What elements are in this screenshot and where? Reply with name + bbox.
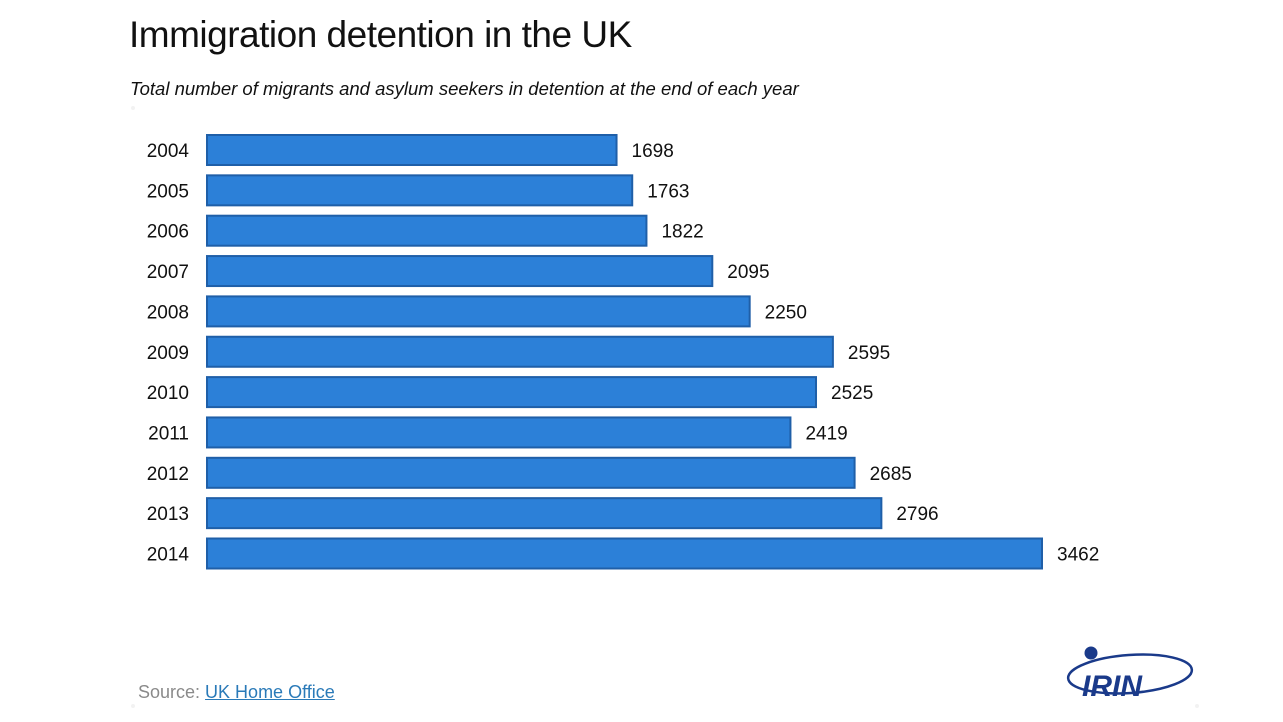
category-label: 2011 <box>148 423 189 444</box>
value-label: 2525 <box>831 383 873 404</box>
category-label: 2008 <box>147 302 189 323</box>
category-label: 2006 <box>147 222 189 243</box>
bar-chart: 2004 1698 2005 1763 2006 1822 2007 2095 2008 2250… <box>147 134 1099 570</box>
value-label: 2419 <box>805 423 847 444</box>
value-label: 2250 <box>765 302 807 323</box>
category-label: 2007 <box>147 262 189 283</box>
value-label: 3462 <box>1057 545 1099 566</box>
bar <box>206 214 648 247</box>
value-label: 2685 <box>870 464 912 485</box>
decorative-dot <box>1195 704 1199 708</box>
chart-subtitle: Total number of migrants and asylum seek… <box>130 78 799 99</box>
decorative-dot <box>131 704 135 708</box>
bar <box>206 416 792 449</box>
bar <box>206 134 618 166</box>
category-label: 2009 <box>147 343 189 364</box>
bar <box>206 295 751 328</box>
bar <box>206 335 834 368</box>
category-label: 2005 <box>147 181 189 202</box>
source-line: Source: UK Home Office <box>138 682 335 703</box>
source-link[interactable]: UK Home Office <box>205 682 335 702</box>
category-label: 2004 <box>147 141 190 162</box>
bar <box>206 497 883 530</box>
category-label: 2012 <box>147 464 189 485</box>
value-label: 2095 <box>727 262 769 283</box>
source-prefix: Source: <box>138 682 206 702</box>
category-label: 2014 <box>147 545 190 566</box>
decorative-dot <box>131 106 135 110</box>
value-label: 1763 <box>647 181 689 202</box>
value-label: 1822 <box>661 222 703 243</box>
irin-logo: IRIN <box>1058 643 1198 705</box>
logo-text: IRIN <box>1082 670 1143 703</box>
bars-group: 2004 1698 2005 1763 2006 1822 2007 2095 2008 2250… <box>147 134 1099 570</box>
category-label: 2013 <box>147 504 189 525</box>
bar <box>206 456 856 489</box>
bar <box>206 174 634 207</box>
value-label: 1698 <box>632 141 674 162</box>
chart-title: Immigration detention in the UK <box>129 14 632 55</box>
irin-logo-icon: IRIN <box>1066 646 1194 703</box>
bar <box>206 537 1043 570</box>
bar <box>206 376 818 409</box>
category-label: 2010 <box>147 383 189 404</box>
value-label: 2595 <box>848 343 890 364</box>
bar <box>206 255 714 288</box>
value-label: 2796 <box>896 504 938 525</box>
